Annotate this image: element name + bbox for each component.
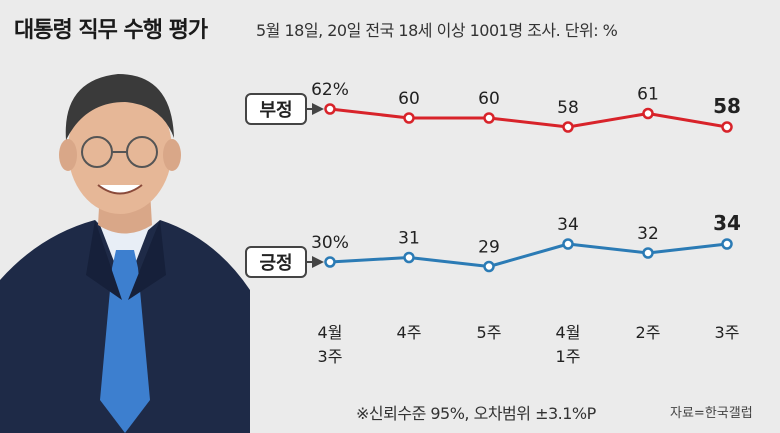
data-label: 30% (311, 233, 349, 253)
data-label: 32 (637, 224, 659, 244)
data-point (562, 238, 574, 250)
legend-pointer (312, 103, 324, 115)
data-label: 61 (637, 85, 659, 105)
data-label: 34 (557, 215, 579, 235)
data-point (562, 121, 574, 133)
source-label: 자료=한국갤럽 (670, 406, 753, 421)
x-tick-label: 5주 (477, 323, 502, 342)
data-point (403, 251, 415, 264)
page-subtitle: 5월 18일, 20일 전국 18세 이상 1001명 조사. 단위: % (256, 21, 618, 40)
data-point (324, 256, 336, 268)
legend-label: 긍정 (259, 253, 292, 274)
x-tick-label: 3주 (318, 347, 343, 366)
data-point (483, 112, 495, 124)
series-line-negative (329, 107, 728, 129)
data-label: 34 (713, 211, 741, 235)
data-point (324, 103, 336, 115)
data-label: 29 (478, 238, 500, 258)
data-point (721, 121, 733, 133)
legend-pointer (312, 256, 324, 268)
x-tick-label: 4주 (397, 323, 422, 342)
legend-label: 부정 (259, 100, 292, 121)
page-title: 대통령 직무 수행 평가 (14, 18, 208, 43)
data-point (721, 238, 733, 250)
data-label: 60 (398, 89, 420, 109)
data-point (642, 107, 654, 120)
data-point (403, 112, 415, 124)
data-point (642, 247, 654, 259)
data-label: 58 (713, 94, 741, 118)
data-label: 58 (557, 98, 579, 118)
data-label: 60 (478, 89, 500, 109)
series-line-positive (329, 242, 728, 268)
data-label: 31 (398, 229, 420, 249)
president-portrait (0, 74, 250, 433)
x-tick-label: 4월 (318, 323, 343, 342)
x-tick-label: 3주 (715, 323, 740, 342)
data-point (483, 260, 495, 273)
x-tick-label: 4월 (556, 323, 581, 342)
confidence-note: ※신뢰수준 95%, 오차범위 ±3.1%P (356, 404, 596, 423)
x-tick-label: 2주 (636, 323, 661, 342)
x-tick-label: 1주 (556, 347, 581, 366)
data-label: 62% (311, 80, 349, 100)
